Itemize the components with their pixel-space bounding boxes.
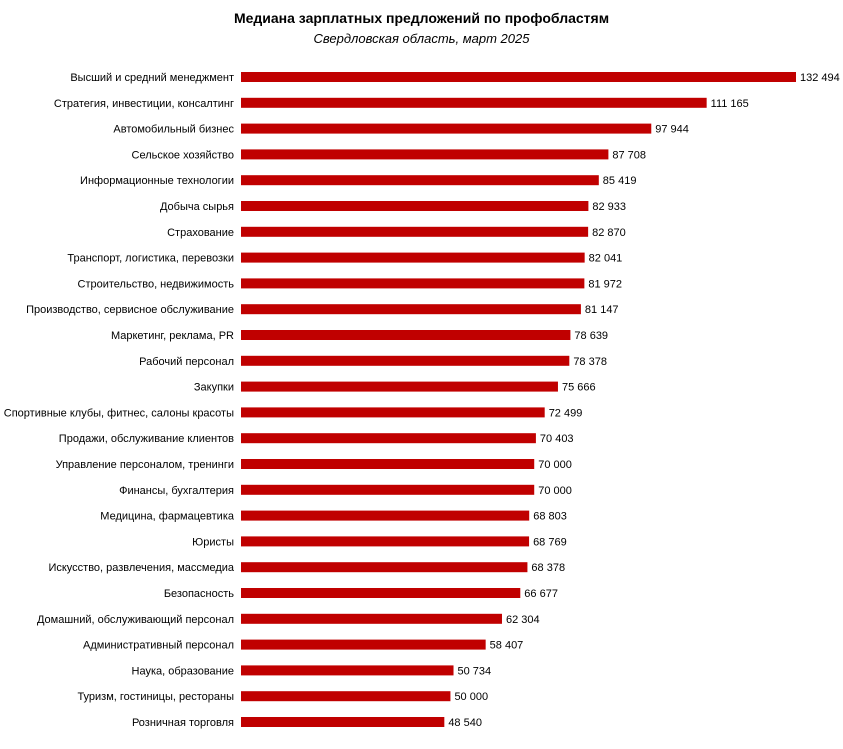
category-label: Транспорт, логистика, перевозки xyxy=(67,253,234,265)
category-label: Наука, образование xyxy=(132,665,234,677)
bar xyxy=(241,691,451,702)
bar xyxy=(241,123,652,134)
value-label: 70 403 xyxy=(540,433,574,445)
value-label: 48 540 xyxy=(448,717,482,729)
category-label: Страхование xyxy=(167,227,234,239)
category-label: Автомобильный бизнес xyxy=(113,124,234,136)
value-label: 82 041 xyxy=(589,253,623,265)
bar xyxy=(241,149,609,160)
chart-title: Медиана зарплатных предложений по профоб… xyxy=(233,10,610,26)
value-label: 75 666 xyxy=(562,382,596,394)
value-label: 68 769 xyxy=(533,536,567,548)
category-label: Сельское хозяйство xyxy=(132,149,234,161)
bar xyxy=(241,304,581,315)
value-label: 72 499 xyxy=(549,407,583,419)
category-label: Административный персонал xyxy=(83,640,234,652)
bar xyxy=(241,562,528,573)
value-label: 132 494 xyxy=(800,72,840,84)
category-label: Розничная торговля xyxy=(132,717,234,729)
value-label: 78 639 xyxy=(574,330,608,342)
value-label: 87 708 xyxy=(612,149,646,161)
bar xyxy=(241,72,796,82)
bar xyxy=(241,381,558,392)
value-label: 58 407 xyxy=(490,640,524,652)
value-label: 97 944 xyxy=(655,124,689,136)
bar xyxy=(241,639,486,650)
category-label: Информационные технологии xyxy=(80,175,234,187)
bar xyxy=(241,433,536,444)
value-label: 68 803 xyxy=(533,511,567,523)
bar xyxy=(241,97,707,108)
chart-subtitle: Свердловская область, март 2025 xyxy=(313,31,530,46)
bar xyxy=(241,717,445,727)
bar xyxy=(241,613,502,624)
bar xyxy=(241,226,589,237)
category-label: Строительство, недвижимость xyxy=(78,278,235,290)
category-label: Юристы xyxy=(192,536,234,548)
bar xyxy=(241,665,454,676)
value-label: 70 000 xyxy=(538,485,572,497)
category-label: Маркетинг, реклама, PR xyxy=(111,330,234,342)
category-label: Медицина, фармацевтика xyxy=(100,511,235,523)
value-label: 82 933 xyxy=(592,201,626,213)
value-label: 68 378 xyxy=(531,562,565,574)
bar xyxy=(241,536,530,547)
category-label: Высший и средний менеджмент xyxy=(70,72,234,84)
value-label: 82 870 xyxy=(592,227,626,239)
bar xyxy=(241,252,585,263)
value-label: 78 378 xyxy=(573,356,607,368)
bar xyxy=(241,175,599,186)
category-label: Производство, сервисное обслуживание xyxy=(26,304,234,316)
value-label: 81 147 xyxy=(585,304,619,316)
category-label: Добыча сырья xyxy=(160,201,234,213)
bar xyxy=(241,278,585,289)
category-label: Безопасность xyxy=(164,588,234,600)
category-label: Рабочий персонал xyxy=(139,356,234,368)
bar xyxy=(241,407,545,418)
category-label: Стратегия, инвестиции, консалтинг xyxy=(54,98,234,110)
category-label: Финансы, бухгалтерия xyxy=(119,485,234,497)
category-label: Управление персоналом, тренинги xyxy=(56,459,234,471)
value-label: 111 165 xyxy=(711,98,749,110)
bar xyxy=(241,355,570,366)
category-label: Закупки xyxy=(194,382,234,394)
value-label: 66 677 xyxy=(524,588,558,600)
bar xyxy=(241,484,535,495)
value-label: 85 419 xyxy=(603,175,637,187)
value-label: 50 734 xyxy=(458,665,492,677)
bar xyxy=(241,459,535,469)
category-label: Домашний, обслуживающий персонал xyxy=(37,614,234,626)
category-label: Искусство, развлечения, массмедиа xyxy=(48,562,234,574)
category-label: Спортивные клубы, фитнес, салоны красоты xyxy=(4,407,234,419)
category-label: Продажи, обслуживание клиентов xyxy=(59,433,234,445)
category-label: Туризм, гостиницы, рестораны xyxy=(77,691,234,703)
value-label: 62 304 xyxy=(506,614,540,626)
bar xyxy=(241,330,571,340)
value-label: 70 000 xyxy=(538,459,572,471)
bar xyxy=(241,510,530,521)
bar xyxy=(241,588,521,598)
bar xyxy=(241,201,589,211)
value-label: 50 000 xyxy=(454,691,488,703)
value-label: 81 972 xyxy=(588,278,622,290)
